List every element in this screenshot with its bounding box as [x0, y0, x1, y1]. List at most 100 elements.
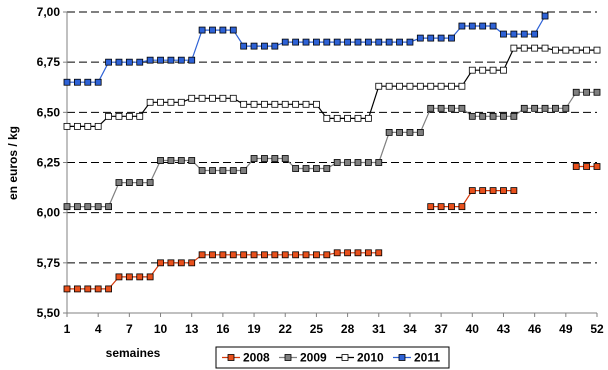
x-tick-label: 1 [64, 322, 71, 336]
data-point-2010 [250, 100, 258, 108]
data-point-2010 [375, 82, 383, 90]
x-tick-label: 25 [310, 322, 324, 336]
y-tick-label: 6,50 [37, 105, 61, 119]
data-point-2009 [229, 167, 237, 174]
data-point-2008 [437, 203, 445, 211]
data-point-2009 [125, 179, 133, 186]
y-tick-label: 6,75 [37, 55, 61, 69]
data-point-2010 [333, 114, 341, 122]
legend-marker-2008 [227, 354, 235, 361]
data-point-2008 [188, 259, 196, 267]
data-point-2011 [323, 38, 331, 46]
data-point-2010 [115, 112, 123, 120]
data-point-2011 [468, 22, 476, 30]
data-point-2009 [385, 128, 393, 136]
data-point-2008 [73, 285, 81, 293]
data-point-2008 [593, 163, 601, 170]
data-point-2008 [572, 163, 580, 170]
data-point-2009 [583, 88, 591, 96]
data-point-2008 [313, 251, 320, 259]
series-2008 [63, 163, 601, 293]
y-tick-label: 7,00 [37, 5, 61, 19]
data-point-2009 [437, 104, 445, 112]
data-point-2008 [281, 251, 289, 259]
data-point-2008 [510, 187, 518, 194]
data-point-2009 [489, 112, 497, 120]
data-point-2011 [427, 34, 435, 42]
data-point-2011 [406, 38, 414, 46]
data-point-2010 [541, 44, 549, 52]
data-point-2009 [354, 159, 362, 166]
data-point-2011 [219, 26, 227, 34]
data-point-2011 [281, 38, 289, 46]
data-point-2010 [125, 112, 133, 120]
data-point-2011 [364, 38, 372, 46]
data-point-2009 [375, 159, 383, 166]
data-point-2010 [136, 112, 144, 120]
data-point-2011 [531, 30, 539, 38]
data-point-2010 [209, 94, 216, 102]
legend-label-2011: 2011 [414, 351, 440, 365]
data-point-2008 [250, 251, 258, 259]
x-tick-label: 22 [279, 322, 293, 336]
data-point-2008 [157, 259, 164, 267]
x-tick-label: 40 [466, 322, 480, 336]
data-point-2009 [468, 112, 476, 120]
data-point-2010 [552, 46, 559, 54]
data-point-2011 [73, 78, 81, 86]
data-point-2010 [344, 114, 351, 122]
data-point-2009 [177, 157, 185, 164]
data-point-2010 [240, 100, 248, 108]
legend-marker-2011 [398, 354, 406, 361]
data-point-2011 [541, 12, 549, 20]
data-point-2010 [583, 46, 591, 54]
data-point-2009 [510, 112, 518, 120]
data-point-2008 [167, 259, 175, 267]
series-2010 [63, 44, 601, 130]
data-point-2008 [448, 203, 455, 211]
data-point-2009 [313, 165, 320, 172]
data-point-2009 [136, 179, 144, 186]
legend: 2008 2009 2010 2011 [222, 351, 440, 365]
data-point-2008 [209, 251, 216, 259]
data-point-2008 [323, 251, 331, 259]
data-point-2009 [198, 167, 206, 174]
data-point-2008 [458, 203, 466, 211]
data-point-2011 [437, 34, 445, 42]
data-point-2009 [167, 157, 175, 164]
data-point-2010 [157, 98, 164, 106]
data-point-2011 [188, 56, 196, 64]
data-point-2011 [105, 58, 112, 66]
data-point-2009 [364, 159, 372, 166]
data-point-2011 [146, 56, 154, 64]
data-point-2010 [562, 46, 570, 54]
data-point-2009 [572, 88, 580, 96]
data-point-2010 [105, 112, 112, 120]
data-point-2010 [229, 94, 237, 102]
data-point-2008 [84, 285, 92, 293]
data-point-2011 [250, 42, 258, 50]
data-point-2011 [292, 38, 300, 46]
y-tick-label: 6,25 [37, 156, 61, 170]
data-point-2009 [427, 104, 435, 112]
data-point-2011 [94, 78, 102, 86]
data-point-2008 [479, 187, 487, 194]
x-tick-label: 46 [528, 322, 542, 336]
data-point-2008 [105, 285, 112, 293]
data-point-2009 [416, 128, 424, 136]
data-point-2010 [167, 98, 175, 106]
x-tick-label: 10 [154, 322, 168, 336]
data-point-2009 [344, 159, 351, 166]
data-point-2008 [333, 249, 341, 257]
data-point-2010 [427, 82, 435, 90]
data-point-2010 [323, 114, 331, 122]
data-point-2011 [229, 26, 237, 34]
data-point-2009 [541, 104, 549, 112]
y-tick-label: 5,75 [37, 256, 61, 270]
data-point-2009 [94, 203, 102, 211]
legend-marker-2009 [284, 354, 292, 361]
data-point-2008 [261, 251, 268, 259]
data-point-2010 [531, 44, 539, 52]
data-point-2008 [354, 249, 362, 257]
data-point-2010 [479, 66, 487, 74]
